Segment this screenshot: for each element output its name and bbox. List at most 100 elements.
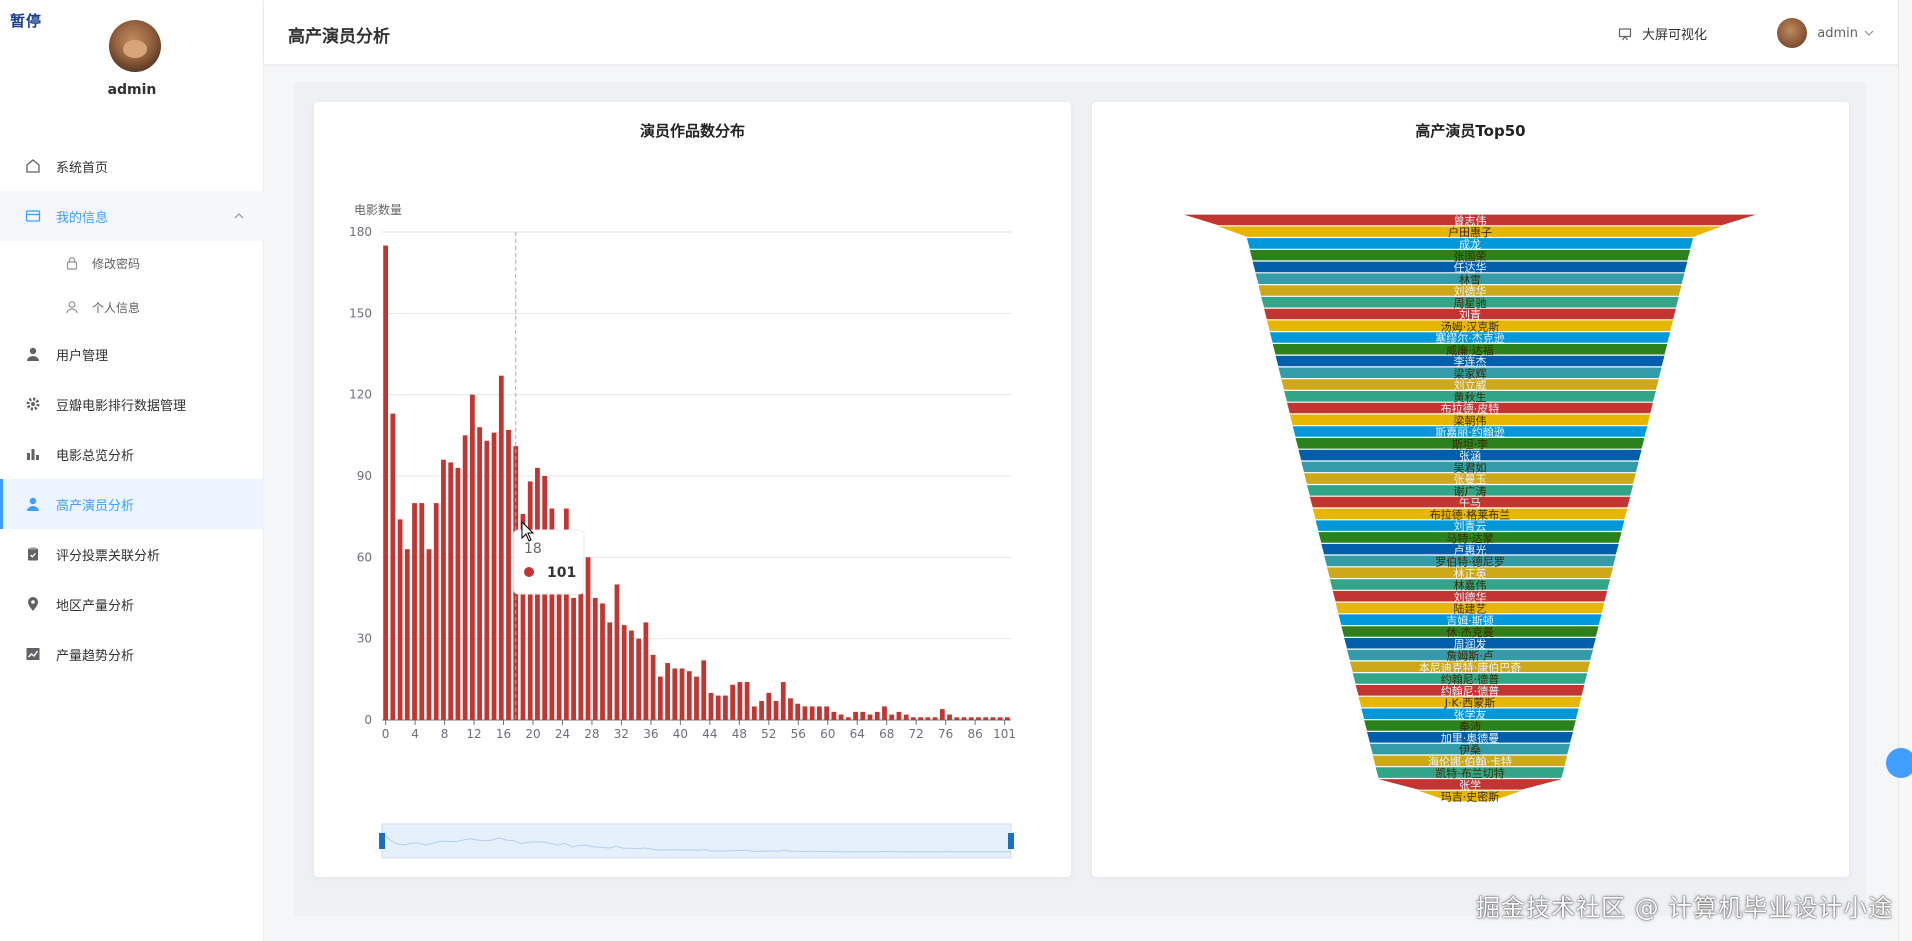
- x-tick-label: 28: [584, 727, 599, 741]
- funnel-chart[interactable]: 曾志伟户田惠子成龙张国荣任达华林雪刘德华周星驰刘青汤姆·汉克斯塞缪尔·杰克逊威廉…: [1092, 102, 1849, 877]
- bar: [441, 459, 446, 720]
- home-icon: [24, 157, 42, 175]
- avatar: [1777, 18, 1808, 48]
- funnel-label: 海伦娜·伯翰·卡特: [1428, 754, 1512, 768]
- funnel-label: 约翰尼·德普: [1441, 672, 1500, 686]
- funnel-label: 张涵: [1459, 449, 1481, 463]
- y-tick-label: 90: [357, 469, 372, 483]
- x-tick-label: 36: [643, 727, 658, 741]
- side-collapse-button[interactable]: [1886, 748, 1912, 778]
- funnel-segment: [1329, 579, 1611, 590]
- chart-title: 高产演员Top50: [1415, 122, 1526, 140]
- sidebar-item-my-info[interactable]: 我的信息: [0, 191, 264, 241]
- bar: [621, 625, 627, 720]
- sidebar-item-rating-vote[interactable]: 评分投票关联分析: [0, 529, 264, 579]
- sidebar-item-movie-overview[interactable]: 电影总览分析: [0, 429, 264, 479]
- funnel-segment: [1249, 249, 1691, 261]
- user-dropdown[interactable]: admin: [1777, 18, 1874, 48]
- funnel-label: 秦沛: [1459, 719, 1481, 733]
- sidebar-subitem-profile[interactable]: 个人信息: [0, 285, 264, 329]
- paused-overlay-label[interactable]: 暂停: [10, 12, 43, 30]
- zoom-slider-preview: [381, 832, 1011, 853]
- bar: [469, 394, 475, 720]
- sidebar-item-home[interactable]: 系统首页: [0, 141, 264, 191]
- funnel-segment: [1372, 755, 1568, 767]
- bar: [976, 717, 981, 720]
- sidebar-item-user-management[interactable]: 用户管理: [0, 329, 264, 379]
- bar: [997, 717, 1003, 720]
- page-title: 高产演员分析: [288, 27, 390, 47]
- card-icon: [24, 207, 42, 225]
- y-tick-label: 60: [357, 550, 372, 564]
- bar: [542, 476, 548, 720]
- bar: [737, 682, 743, 720]
- bar: [455, 467, 461, 720]
- funnel-segment: [1252, 261, 1688, 273]
- tooltip-category: 18: [524, 541, 542, 557]
- x-tick-label: 40: [673, 727, 688, 741]
- bar: [708, 692, 714, 720]
- bar: [614, 584, 620, 720]
- x-tick-label: 68: [879, 727, 894, 741]
- funnel-label: 加里·奥德曼: [1441, 731, 1500, 745]
- x-tick-label: 56: [791, 727, 806, 741]
- x-tick-label: 64: [850, 727, 865, 741]
- bar: [795, 703, 801, 720]
- funnel-segment: [1349, 661, 1591, 672]
- funnel-label: 任达华: [1454, 261, 1487, 275]
- funnel-segment: [1375, 767, 1565, 778]
- top-actors-chart-card: 高产演员Top50 曾志伟 户田惠子 成龙 张国荣 任达华 林雪 刘德华 周星驰 刘青 汤姆·汉克…: [1092, 102, 1849, 877]
- funnel-label: 谢广涛: [1454, 484, 1487, 498]
- page-scrollbar[interactable]: [1898, 0, 1912, 941]
- funnel-label: 罗伯特·德尼罗: [1435, 555, 1505, 569]
- funnel-segment: [1278, 367, 1662, 378]
- sidebar-item-prolific-actors[interactable]: 高产演员分析: [0, 479, 264, 529]
- bar: [817, 706, 822, 720]
- bigscreen-link[interactable]: 大屏可视化: [1618, 24, 1707, 43]
- funnel-label: 张国荣: [1454, 250, 1487, 263]
- bar: [694, 676, 699, 720]
- bar: [412, 503, 417, 720]
- funnel-label: 张学: [1459, 778, 1481, 792]
- funnel-label: 刘青云: [1454, 520, 1487, 533]
- funnel-label: 午马: [1459, 497, 1481, 510]
- bar: [925, 717, 931, 720]
- header-bar: 高产演员分析 大屏可视化 admin: [264, 0, 1912, 64]
- sidebar-subitem-change-password[interactable]: 修改密码: [0, 241, 264, 285]
- bar: [506, 429, 511, 720]
- funnel-label: 布拉德·格莱布兰: [1430, 507, 1511, 521]
- bar: [715, 695, 721, 720]
- funnel-segment: [1218, 226, 1722, 237]
- sidebar-item-region-output[interactable]: 地区产量分析: [0, 579, 264, 629]
- funnel-label: 成龙: [1459, 238, 1481, 251]
- chevron-up-icon[interactable]: [234, 211, 244, 221]
- bar: [556, 551, 562, 720]
- bar: [657, 676, 663, 720]
- sidebar: 暂停 admin 系统首页 我的信息 修改密码: [0, 0, 264, 941]
- bar: [665, 663, 670, 720]
- x-tick-label: 72: [909, 727, 924, 741]
- funnel-segment: [1358, 696, 1582, 708]
- sidebar-item-label: 系统首页: [56, 160, 109, 176]
- funnel-segment: [1369, 743, 1571, 755]
- sidebar-item-output-trend[interactable]: 产量趋势分析: [0, 629, 264, 679]
- bar: [947, 714, 952, 720]
- bar: [585, 557, 591, 720]
- funnel-label: 张曼玉: [1454, 473, 1487, 486]
- funnel-label: 李连杰: [1454, 355, 1487, 369]
- funnel-label: 斯坦·李: [1452, 437, 1489, 451]
- bar: [1004, 717, 1010, 720]
- x-tick-label: 0: [382, 727, 390, 741]
- tooltip-box: [513, 529, 585, 595]
- trend-icon: [24, 645, 42, 663]
- funnel-segment: [1289, 414, 1651, 426]
- sidebar-item-douban-data[interactable]: 豆瓣电影排行数据管理: [0, 379, 264, 429]
- funnel-label: 梁朝伟: [1454, 413, 1487, 427]
- bar: [990, 717, 996, 720]
- bar: [809, 706, 815, 720]
- funnel-segment: [1292, 426, 1648, 437]
- bar: [383, 245, 389, 721]
- funnel-segment: [1361, 708, 1579, 720]
- gear-icon: [24, 395, 42, 413]
